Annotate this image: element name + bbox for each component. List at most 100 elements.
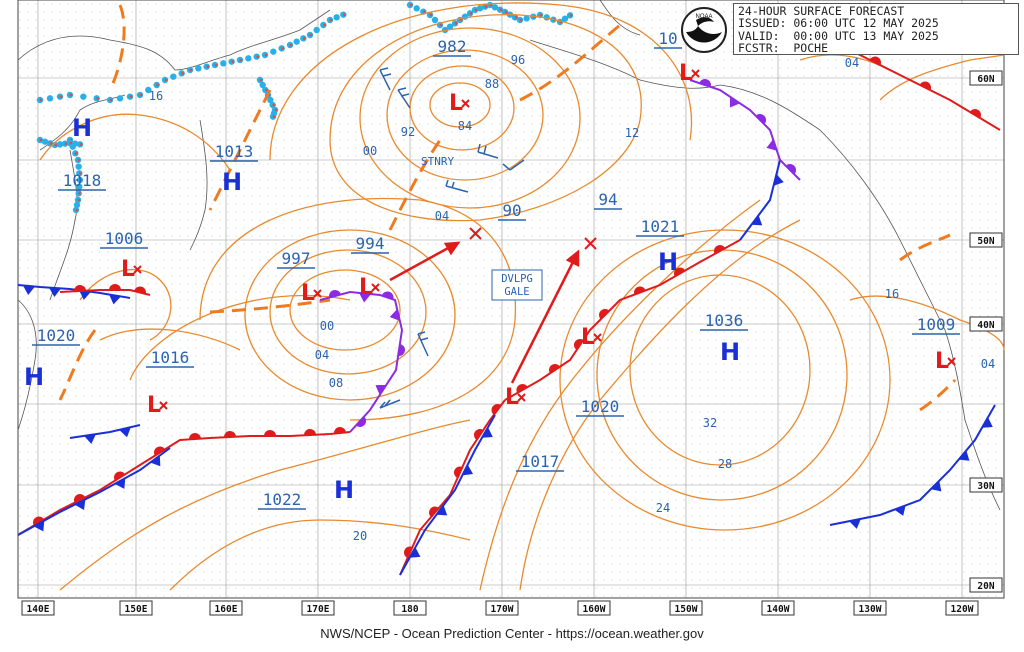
header-title: 24-HOUR SURFACE FORECAST [738,4,905,18]
front-semicircle [516,384,528,393]
gale-warning-line1: DVLPG [501,273,533,285]
central-pressure-value: 1013 [215,142,254,161]
front-triangle [114,478,126,489]
central-pressure-value: 1020 [581,397,620,416]
ice-dot-red [129,95,133,98]
front-triangle [74,499,86,511]
lon-label: 170E [307,604,330,615]
ice-edge [36,1,574,214]
ice-dot-red [79,143,83,146]
isobar-label: 08 [329,376,343,390]
front-triangle [930,480,942,492]
central-pressure-value: 1017 [521,452,560,471]
ice-dot-red [484,5,488,8]
low-pressure-symbol: L [147,393,161,418]
ice-dot-red [75,152,78,155]
front-semicircle [154,446,166,456]
ice-dot-red [256,55,259,58]
ice-dot-red [272,103,275,107]
front-semicircle [264,430,276,436]
lon-label: 170W [491,604,514,615]
ice-dot-red [514,16,518,19]
front-semicircle [714,245,726,254]
wind-barbs [379,67,525,409]
ice-dot-red [164,78,168,82]
coastlines [17,0,1001,511]
stationary-label: STNRY [421,155,454,168]
front-triangle [84,434,96,444]
front-semicircle [785,164,796,175]
ice-dot-red [303,37,306,40]
axis-labels: 140E 150E 160E 170E 180 170W 160W 150W 140W 130W 1… [21,70,1003,616]
lat-label-box [969,232,1003,248]
front-semicircle [73,284,86,292]
ice-dot-red [499,8,503,11]
front-semicircle [381,291,394,300]
ice-dot-red [64,142,68,145]
front-semicircle [404,546,413,558]
ice-dot-red [189,68,193,72]
lon-label: 160W [583,604,606,615]
isobar-label: 12 [625,126,639,140]
front-triangle [49,287,61,297]
ice-dot [220,60,227,67]
low-pressure-symbol: L [359,275,373,300]
troughs [58,4,957,412]
lon-label: 150W [675,604,698,615]
ice-dot [476,5,484,12]
ice-dot [56,141,64,148]
central-pressure-value: 1036 [705,311,744,330]
central-pressure-value: 1020 [37,326,76,345]
front-triangle [375,384,387,396]
isobar-label: 00 [320,319,334,333]
ice-dot [41,138,49,145]
central-pressure-value: 1018 [63,171,102,190]
central-pressure-value: 997 [282,249,311,268]
ice-dot-red [281,47,284,50]
ice-dot [46,95,54,102]
forecast-header: 24-HOUR SURFACE FORECAST ISSUED: 06:00 U… [733,3,1019,55]
front-semicircle [303,428,316,436]
lat-label: 40N [977,320,994,331]
ice-dot [259,81,266,89]
lat-label: 20N [977,581,994,592]
ice-dot-red [423,10,426,13]
cold-front-south [399,414,496,576]
high-pressure-symbol: H [222,168,242,196]
front-semicircle [634,286,646,295]
low-pressure-symbol: L [301,281,315,306]
ice-dot-red [343,13,346,16]
low-center-cross [947,357,956,366]
ice-dot [73,201,81,209]
noaa-logo: NOAA [680,6,728,54]
lat-label-box [969,70,1003,86]
isobar-label: 92 [401,125,415,139]
front-semicircle [919,81,931,91]
lat-label-box [969,316,1003,332]
lat-lon-grid [17,0,1005,599]
header-issued: ISSUED: 06:00 UTC 12 MAY 2025 [738,16,939,31]
ice-dot-red [79,172,82,175]
lon-label: 140E [27,604,50,615]
ice-dot [80,93,87,100]
front-semicircle [755,114,766,125]
lat-label-box [969,577,1003,593]
ice-dot [561,15,569,22]
stationary-front-mid [209,431,351,439]
isobar-label: 20 [353,529,367,543]
isobar-label: 00 [363,144,377,158]
ice-dot-red [96,97,99,100]
isobar-label: 04 [315,348,329,362]
lon-label: 160E [215,604,238,615]
isobar-label: 84 [458,119,472,133]
front-triangle [436,505,448,516]
front-semicircle [355,416,366,428]
lon-label-box [209,600,243,616]
ice-dot-red [539,13,543,17]
ice-dot-red [139,93,143,97]
ice-dot-red [265,88,268,92]
central-pressure-value: 1009 [917,315,956,334]
lon-label: 130W [859,604,882,615]
ice-dot-red [156,83,159,87]
